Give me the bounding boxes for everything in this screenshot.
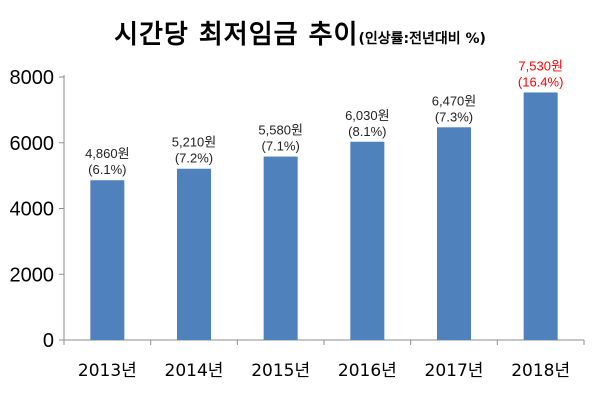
x-category-label: 2016년: [338, 361, 397, 381]
chart-title-block: 시간당 최저임금 추이(인상률:전년대비 %): [0, 14, 600, 51]
y-tick-label: 8000: [10, 67, 55, 89]
bar-growth-label: (6.1%): [88, 162, 126, 177]
y-tick-label: 0: [43, 330, 54, 352]
x-category-label: 2013년: [78, 361, 137, 381]
bar: [90, 180, 125, 340]
y-tick-label: 4000: [10, 199, 55, 221]
bar-value-label: 6,030원: [345, 108, 390, 123]
bar-growth-label: (7.2%): [175, 151, 213, 166]
bar: [437, 127, 471, 340]
bar-value-label: 5,210원: [172, 135, 217, 150]
bar-growth-label: (7.3%): [435, 109, 473, 124]
bar-value-label: 4,860원: [85, 146, 130, 161]
bar-growth-label: (16.4%): [518, 74, 564, 89]
bar: [263, 156, 298, 340]
bar-value-label: 5,580원: [258, 123, 303, 138]
bar-value-label: 6,470원: [432, 93, 477, 108]
x-category-label: 2017년: [425, 361, 484, 381]
bar-growth-label: (8.1%): [348, 124, 386, 139]
chart-subtitle: (인상률:전년대비 %): [358, 31, 486, 47]
x-category-label: 2014년: [165, 361, 224, 381]
chart-bars: [90, 92, 558, 340]
x-category-label: 2018년: [511, 361, 570, 381]
chart-axes: 0 2000 4000 6000 8000: [10, 67, 585, 352]
y-tick-label: 2000: [10, 264, 55, 286]
bar: [523, 92, 558, 340]
bar: [350, 141, 385, 340]
bar: [177, 168, 211, 340]
bar-value-label: 7,530원: [518, 58, 563, 73]
chart-title: 시간당 최저임금 추이: [114, 20, 359, 50]
bar-growth-label: (7.1%): [262, 139, 300, 154]
y-tick-label: 6000: [10, 133, 55, 155]
x-category-label: 2015년: [251, 361, 310, 381]
chart-labels: 2013년 4,860원(6.1%) 2014년 5,210원(7.2%) 2015년 5…: [78, 58, 570, 381]
